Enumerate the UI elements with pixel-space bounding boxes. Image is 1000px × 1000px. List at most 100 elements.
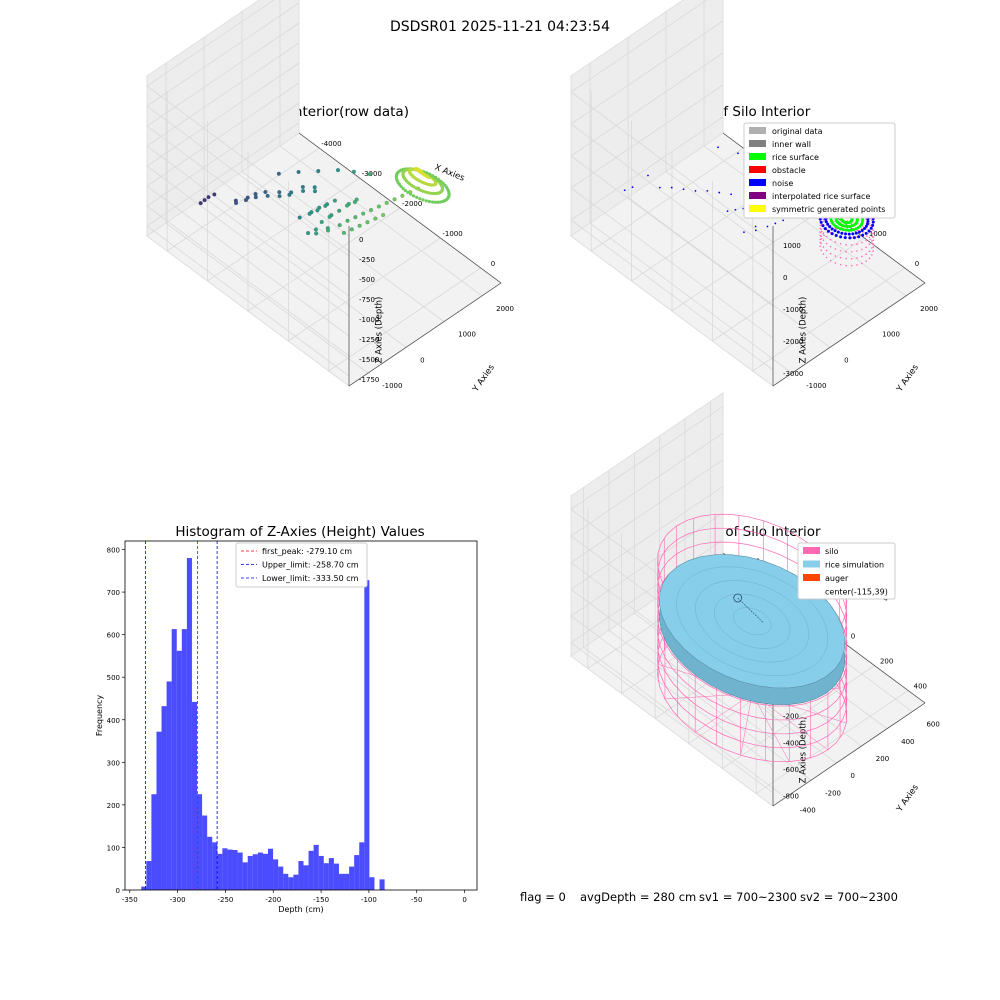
- raw-z-tick-label: -1000: [359, 316, 379, 324]
- rice-surface-point: [851, 223, 855, 227]
- sim-y-tick-label: -400: [800, 806, 816, 814]
- raw-x-tick-label: 0: [491, 260, 495, 268]
- raw-data-point: [263, 190, 268, 195]
- raw-data-point: [206, 195, 211, 200]
- sim-x-tick-label: 400: [914, 682, 927, 690]
- raw-grid-x: [328, 211, 482, 372]
- noise-point: [782, 219, 785, 222]
- histogram-legend-label: first_peak: -279.10 cm: [262, 547, 352, 556]
- status-sv1: sv1 = 700~2300: [699, 890, 797, 904]
- silo-wall-point: [819, 224, 821, 227]
- x-tick-label: -300: [170, 896, 186, 904]
- raw-data-point: [341, 230, 346, 235]
- raw-grid-z: [146, 62, 350, 317]
- raw-data-point: [353, 215, 358, 220]
- raw-grid-z: [146, 82, 350, 337]
- silo-wall-point: [822, 218, 825, 221]
- cls-grid-z: [570, 0, 774, 243]
- raw-y-tick-label: 2000: [496, 305, 514, 313]
- cls-grid-x: [712, 181, 865, 342]
- histogram-bar: [313, 844, 319, 890]
- cls-grid-y: [665, 11, 869, 322]
- noise-point: [754, 229, 757, 232]
- simulation-legend-label: silo: [825, 547, 839, 556]
- rice-surface-point: [864, 231, 868, 235]
- histogram-bar: [268, 848, 274, 890]
- silo-wall-point: [822, 239, 825, 241]
- noise-point: [737, 152, 739, 155]
- silo-wall-point: [829, 252, 832, 255]
- raw-data-point: [357, 223, 362, 228]
- histogram-bar: [338, 873, 345, 890]
- classify-legend: original data inner wall rice surface obsta…: [743, 122, 896, 219]
- histogram-bar: [212, 842, 218, 890]
- raw-data-point: [381, 213, 386, 218]
- raw-grid-z: [146, 122, 350, 377]
- silo-wall-point: [839, 263, 842, 266]
- rice-surface-point: [836, 230, 840, 234]
- simulation-legend-swatch: [803, 560, 820, 568]
- histogram-bar: [232, 849, 238, 890]
- simulation-legend-label: auger: [825, 574, 849, 583]
- raw-y-tick-label: 1000: [458, 331, 476, 339]
- raw-z-tick-label: -750: [359, 296, 375, 304]
- raw-data-point: [400, 193, 405, 198]
- raw-surface-point: [428, 172, 432, 176]
- histogram-bar: [344, 873, 350, 890]
- silo-wall-point: [839, 242, 842, 245]
- silo-wire-spoke: [751, 693, 790, 762]
- histogram-bar: [202, 815, 208, 890]
- silo-wall-point: [865, 239, 867, 242]
- raw-surface-point: [430, 200, 435, 204]
- silo-wall-point: [856, 243, 858, 245]
- histogram-bar: [181, 629, 187, 890]
- raw-data-point: [345, 203, 350, 208]
- histogram-bar: [323, 863, 329, 890]
- histogram-bar: [354, 855, 360, 890]
- raw-grid-y: [165, 63, 369, 374]
- histogram-bar: [364, 580, 370, 890]
- silo-wall-point: [868, 243, 871, 246]
- sim-grid-z: [570, 512, 774, 767]
- rice-surface-point: [834, 224, 838, 228]
- silo-wall-point: [866, 235, 868, 237]
- raw-data-point: [253, 195, 258, 200]
- simulation-legend-swatch: [803, 547, 820, 554]
- histogram-bar: [207, 836, 213, 890]
- sim-x-tick-label: 0: [851, 632, 855, 640]
- cls-x-tick-label: -1000: [866, 230, 886, 238]
- simulation-legend-box: [797, 542, 896, 600]
- silo-wall-point: [822, 246, 825, 248]
- silo-wall-point: [865, 246, 867, 249]
- x-tick-label: -50: [411, 896, 422, 904]
- raw-surface-point: [421, 198, 425, 202]
- silo-wall-point: [850, 257, 853, 260]
- raw-data-point: [198, 201, 203, 206]
- status-line: flag = 0 avgDepth = 280 cm sv1 = 700~230…: [520, 890, 898, 904]
- histogram-bar: [217, 853, 223, 890]
- rice-mesh-ring: [733, 607, 772, 636]
- rice-surface-point: [830, 227, 834, 231]
- silo-wall-point: [829, 259, 832, 262]
- y-tick-label: 400: [107, 717, 120, 725]
- legend-swatch: [749, 205, 766, 212]
- raw-z-tick-label: -1750: [359, 376, 379, 384]
- histogram-bar: [308, 850, 314, 890]
- sim-y-tick-label: -200: [825, 789, 841, 797]
- rice-surface-point: [838, 227, 842, 231]
- cls-x-tick-label: 0: [915, 260, 919, 268]
- histogram-title: Histogram of Z-Axies (Height) Values: [175, 524, 424, 540]
- rice-surface-point: [852, 228, 856, 232]
- raw-surface-point: [431, 174, 435, 178]
- raw-y-axis-label: Y Axies: [470, 362, 497, 394]
- sim-grid-y: [633, 453, 837, 764]
- cls-z-tick-label: -3000: [783, 370, 803, 378]
- silo-wall-point: [845, 264, 847, 267]
- silo-wall-point: [850, 223, 853, 225]
- silo-wall-point: [850, 264, 853, 267]
- cls-y-axis-label: Y Axies: [894, 362, 921, 394]
- histogram-bar: [379, 879, 385, 890]
- raw-surface-point: [436, 191, 440, 195]
- simulation-legend: silo rice simulation auger center(-115,39): [797, 542, 896, 600]
